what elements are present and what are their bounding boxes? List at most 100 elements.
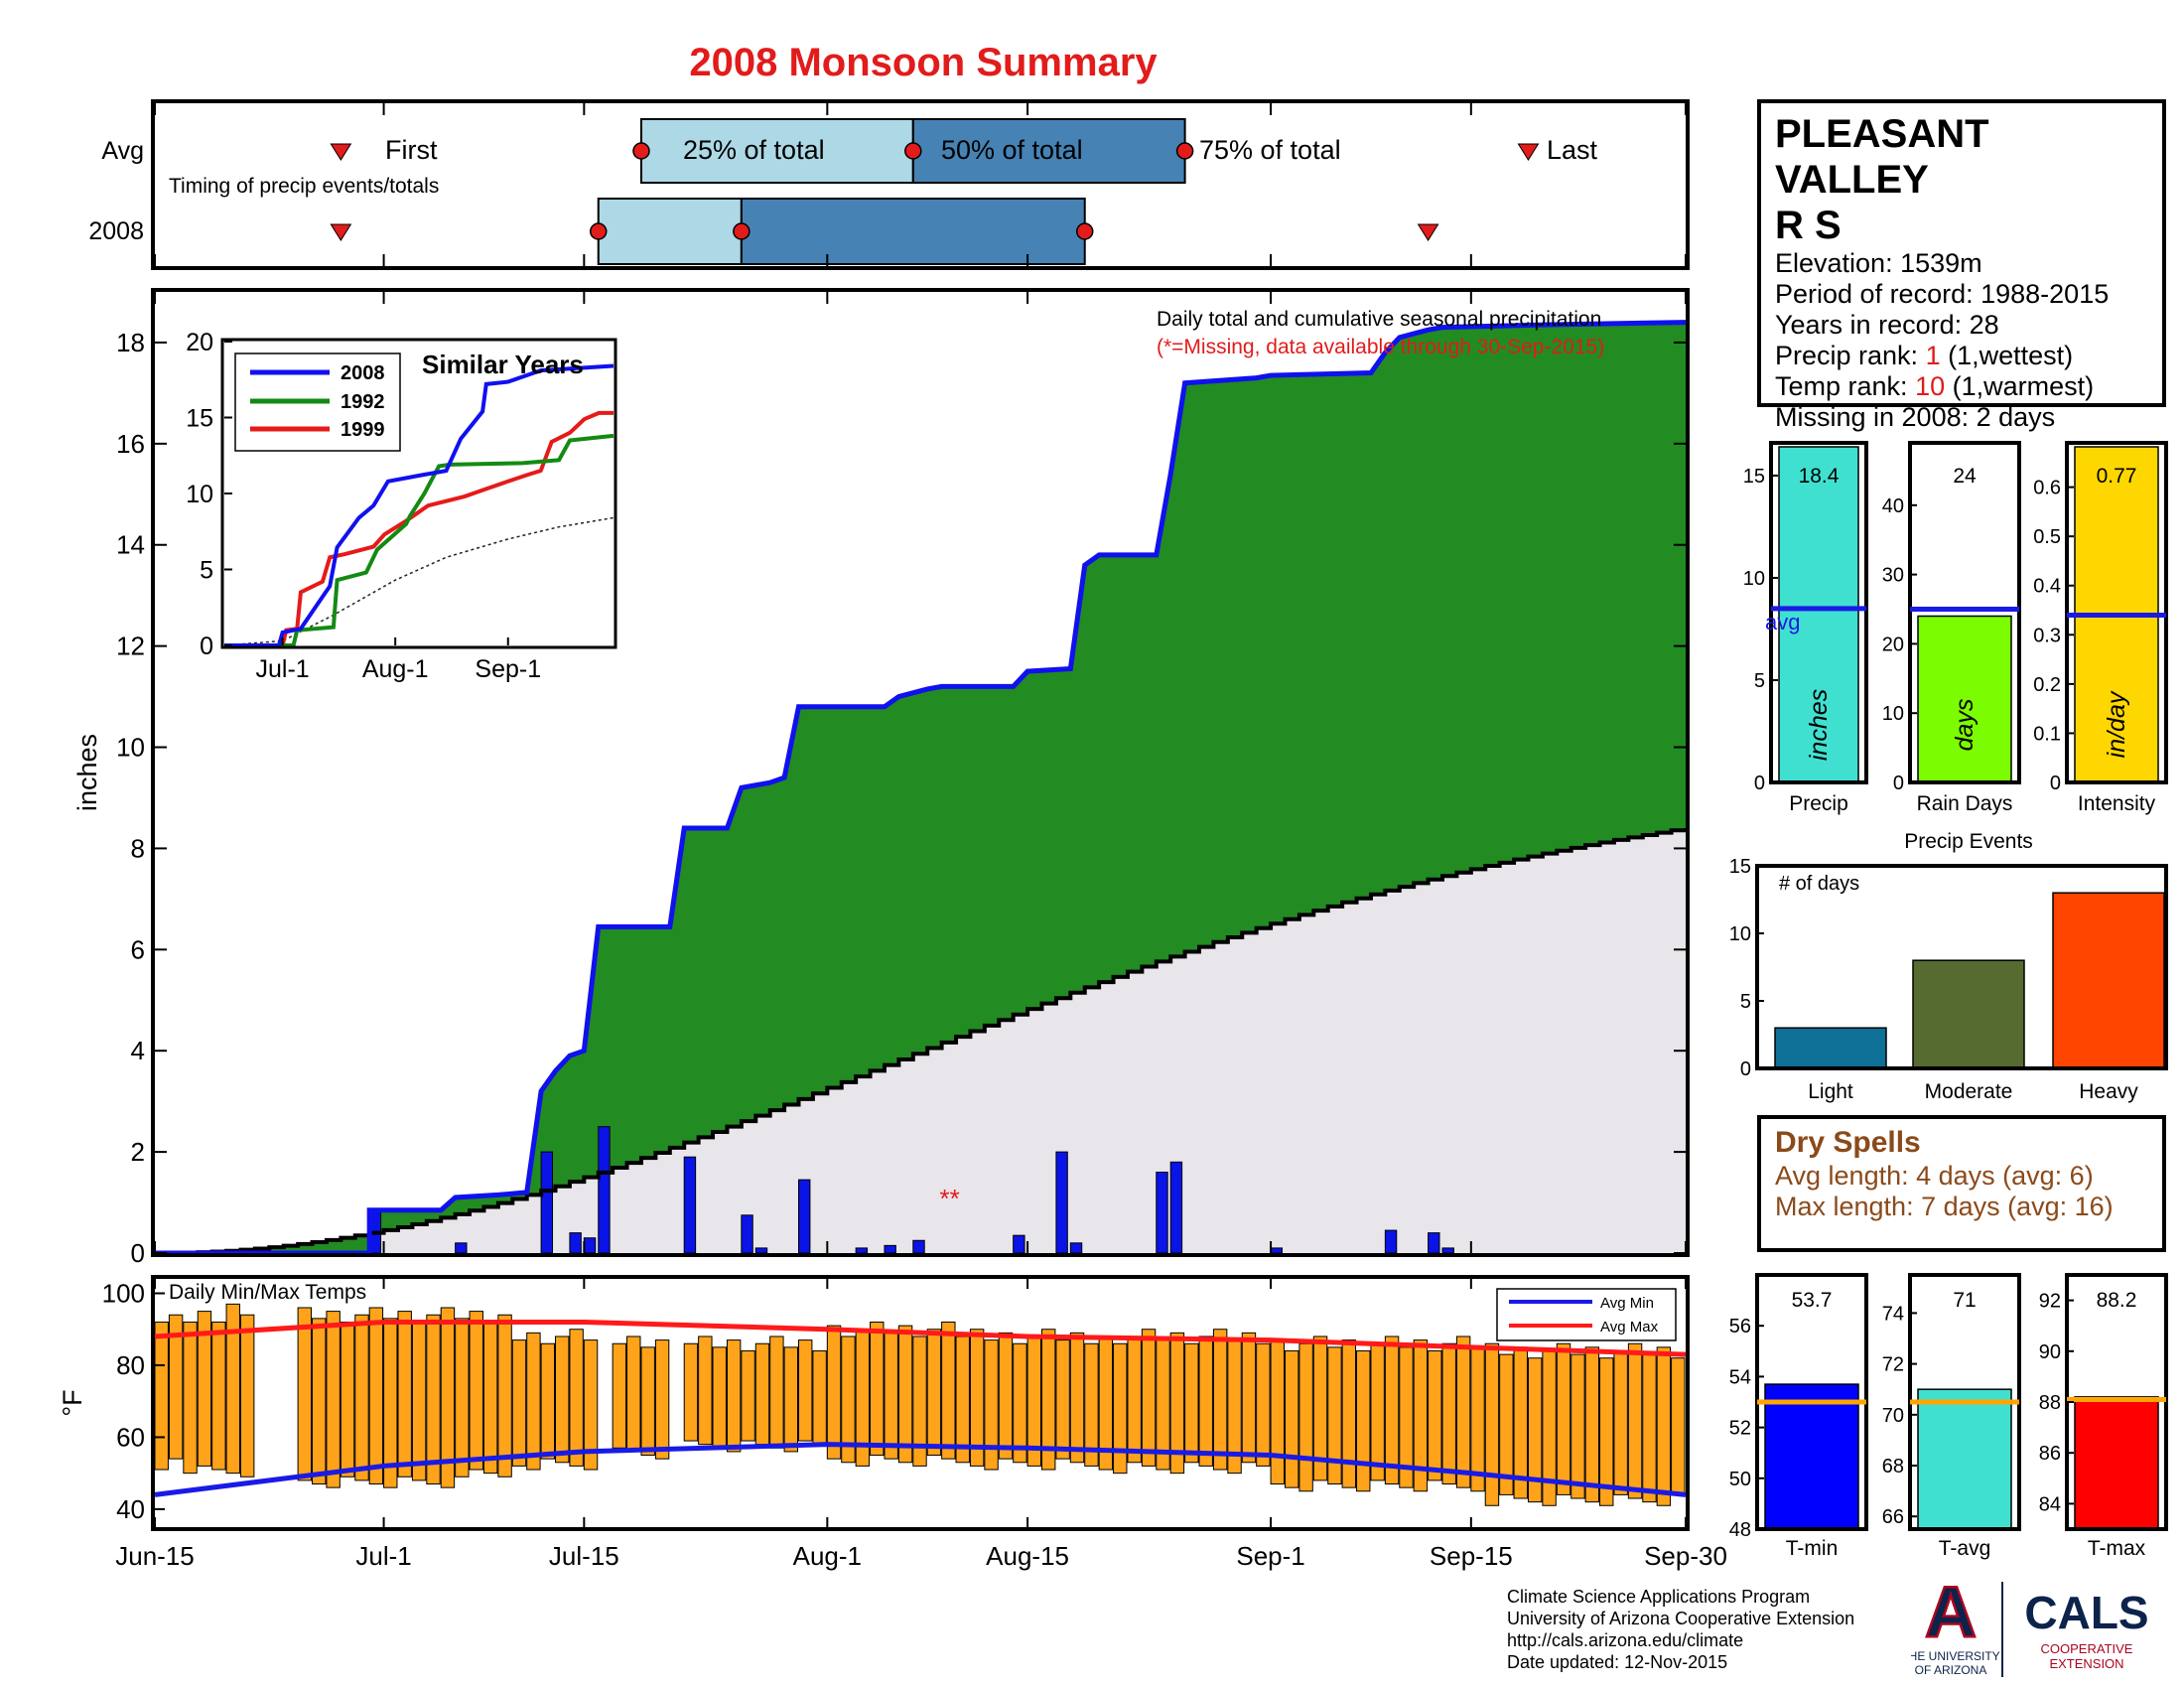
- temp-range-bar: [168, 1314, 184, 1460]
- precip-value-label: 18.4: [1799, 465, 1840, 488]
- tmax-y-tick-label: 84: [2039, 1493, 2061, 1515]
- timing-marker: [589, 222, 608, 240]
- daily-precip-bar: [1270, 1247, 1283, 1254]
- rain-days-xlabel: Rain Days: [1917, 792, 2013, 815]
- similar-year-line-avg: [223, 516, 614, 646]
- event-category-label: Heavy: [2079, 1080, 2138, 1103]
- temp-range-bar: [798, 1339, 813, 1442]
- temps-panel: 40 60 80 100 Jun-15 Jul-1 Jul-15 Aug-1 Aug-15 Sep…: [58, 1275, 1727, 1571]
- tmin-value-label: 53.7: [1792, 1289, 1833, 1312]
- station-missing: Missing in 2008: 2 days: [1775, 402, 2056, 432]
- daily-precip-bar: [540, 1151, 554, 1254]
- temp-range-bar: [340, 1321, 355, 1477]
- inset-x-tick-label: Aug-1: [362, 655, 429, 683]
- temp-range-bar: [540, 1342, 556, 1460]
- precip-y-tick-label: 0: [1754, 773, 1765, 794]
- credit-line: University of Arizona Cooperative Extens…: [1507, 1609, 1855, 1628]
- daily-precip-bar: [598, 1126, 611, 1254]
- tmin-y-tick-label: 56: [1729, 1316, 1751, 1337]
- x-tick-label: Sep-30: [1644, 1541, 1727, 1571]
- ua-a-letter: A: [1925, 1574, 1977, 1652]
- tmax-y-tick-label: 90: [2039, 1341, 2061, 1363]
- similar-years-inset: 0 5 10 15 20 Jul-1 Aug-1 Sep-1 Similar Years 20…: [186, 329, 617, 683]
- daily-precip-bar: [1156, 1171, 1168, 1254]
- daily-precip-bar: [855, 1247, 869, 1254]
- station-precip-rank: Precip rank: 1 (1,wettest): [1775, 341, 2074, 370]
- temp-range-bar: [526, 1332, 541, 1471]
- temp-y-tick-label: 40: [116, 1494, 145, 1524]
- timing-marker: [1175, 142, 1194, 160]
- rain-days-unit-label: days: [1951, 699, 1979, 752]
- missing-note: (*=Missing, data available through 30-Se…: [1157, 336, 1604, 358]
- tmax-y-tick-label: 86: [2039, 1443, 2061, 1465]
- precip-avg-label: avg: [1765, 610, 1800, 634]
- temp-range-bar: [998, 1332, 1014, 1460]
- inset-title: Similar Years: [422, 350, 584, 379]
- inset-y-tick-label: 5: [200, 557, 213, 585]
- temp-range-bar: [239, 1314, 255, 1477]
- avg-min-line: [154, 1442, 1687, 1497]
- temp-range-bar: [1284, 1349, 1299, 1488]
- temp-range-bar: [1642, 1353, 1657, 1503]
- temp-range-bar: [569, 1329, 584, 1467]
- tavg-value-label: 71: [1953, 1289, 1976, 1312]
- tavg-xlabel: T-avg: [1939, 1537, 1991, 1560]
- intensity-y-tick-label: 0.4: [2033, 576, 2061, 598]
- intensity-xlabel: Intensity: [2078, 792, 2156, 815]
- intensity-y-tick-label: 0.6: [2033, 478, 2061, 499]
- temp-range-bar: [426, 1314, 441, 1485]
- temps-ylabel: °F: [58, 1389, 87, 1416]
- temp-range-bar: [1184, 1342, 1199, 1464]
- events-title: Precip Events: [1904, 830, 2033, 853]
- rain-days-y-tick-label: 40: [1882, 495, 1904, 517]
- temp-range-bar: [555, 1336, 570, 1464]
- daily-precip-bar: [455, 1242, 468, 1254]
- temp-range-bar: [826, 1325, 842, 1460]
- tmax-value-label: 88.2: [2097, 1289, 2137, 1312]
- daily-precip-bar: [884, 1244, 896, 1254]
- legend-1992: 1992: [341, 391, 385, 413]
- station-period: Period of record: 1988-2015: [1775, 279, 2110, 309]
- tmin-y-tick-label: 50: [1729, 1469, 1751, 1490]
- coop-line1: COOPERATIVE: [2041, 1641, 2133, 1656]
- timing-row-label-2008: 2008: [88, 217, 144, 245]
- temp-range-bar: [1441, 1342, 1456, 1485]
- tavg-y-tick-label: 72: [1882, 1354, 1904, 1376]
- timing-marker: [632, 142, 650, 160]
- rain-days-value-label: 24: [1953, 465, 1977, 488]
- precip-unit-label: inches: [1805, 689, 1833, 761]
- inset-y-tick-label: 20: [186, 329, 213, 356]
- y-tick-label: 10: [116, 733, 145, 763]
- temp-range-bar: [1370, 1342, 1385, 1481]
- timing-triangle: [330, 143, 352, 161]
- daily-precip-bar: [1069, 1242, 1083, 1254]
- temp-range-bar: [1484, 1342, 1500, 1506]
- temp-range-bar: [326, 1311, 341, 1488]
- event-bar-light: [1774, 1027, 1887, 1069]
- temp-range-bar: [1256, 1342, 1271, 1467]
- rain-days-y-tick-label: 10: [1882, 703, 1904, 725]
- precip-panel: ** 0 2 4 6 8 10 12 14 16 18 inches Daily total an…: [72, 103, 1690, 1527]
- daily-precip-bar: [583, 1237, 597, 1254]
- timing-row-label-avg: Avg: [101, 137, 144, 165]
- rain-days-y-tick-label: 0: [1893, 773, 1904, 794]
- temp-range-bar: [812, 1349, 827, 1446]
- y-tick-label: 2: [131, 1137, 145, 1167]
- x-tick-label: Jun-15: [115, 1541, 195, 1571]
- temp-range-bar: [497, 1314, 512, 1477]
- timing-caption: Timing of precip events/totals: [169, 175, 439, 198]
- main-ylabel: inches: [72, 734, 102, 811]
- precip-bar: [1778, 446, 1859, 783]
- legend-1999: 1999: [341, 419, 385, 441]
- inset-y-tick-label: 15: [186, 405, 213, 433]
- daily-precip-bar: [798, 1179, 811, 1254]
- tavg-y-tick-label: 66: [1882, 1506, 1904, 1528]
- dry-spells-box: Dry Spells Avg length: 4 days (avg: 6) M…: [1757, 1115, 2166, 1252]
- temp-range-bar: [354, 1314, 369, 1481]
- events-ylabel: # of days: [1779, 873, 1859, 895]
- temp-range-bar: [1527, 1357, 1543, 1503]
- tavg-y-tick-label: 74: [1882, 1303, 1904, 1325]
- temp-range-bar: [297, 1307, 313, 1481]
- tmin-xlabel: T-min: [1786, 1537, 1839, 1560]
- temp-range-bar: [211, 1321, 226, 1471]
